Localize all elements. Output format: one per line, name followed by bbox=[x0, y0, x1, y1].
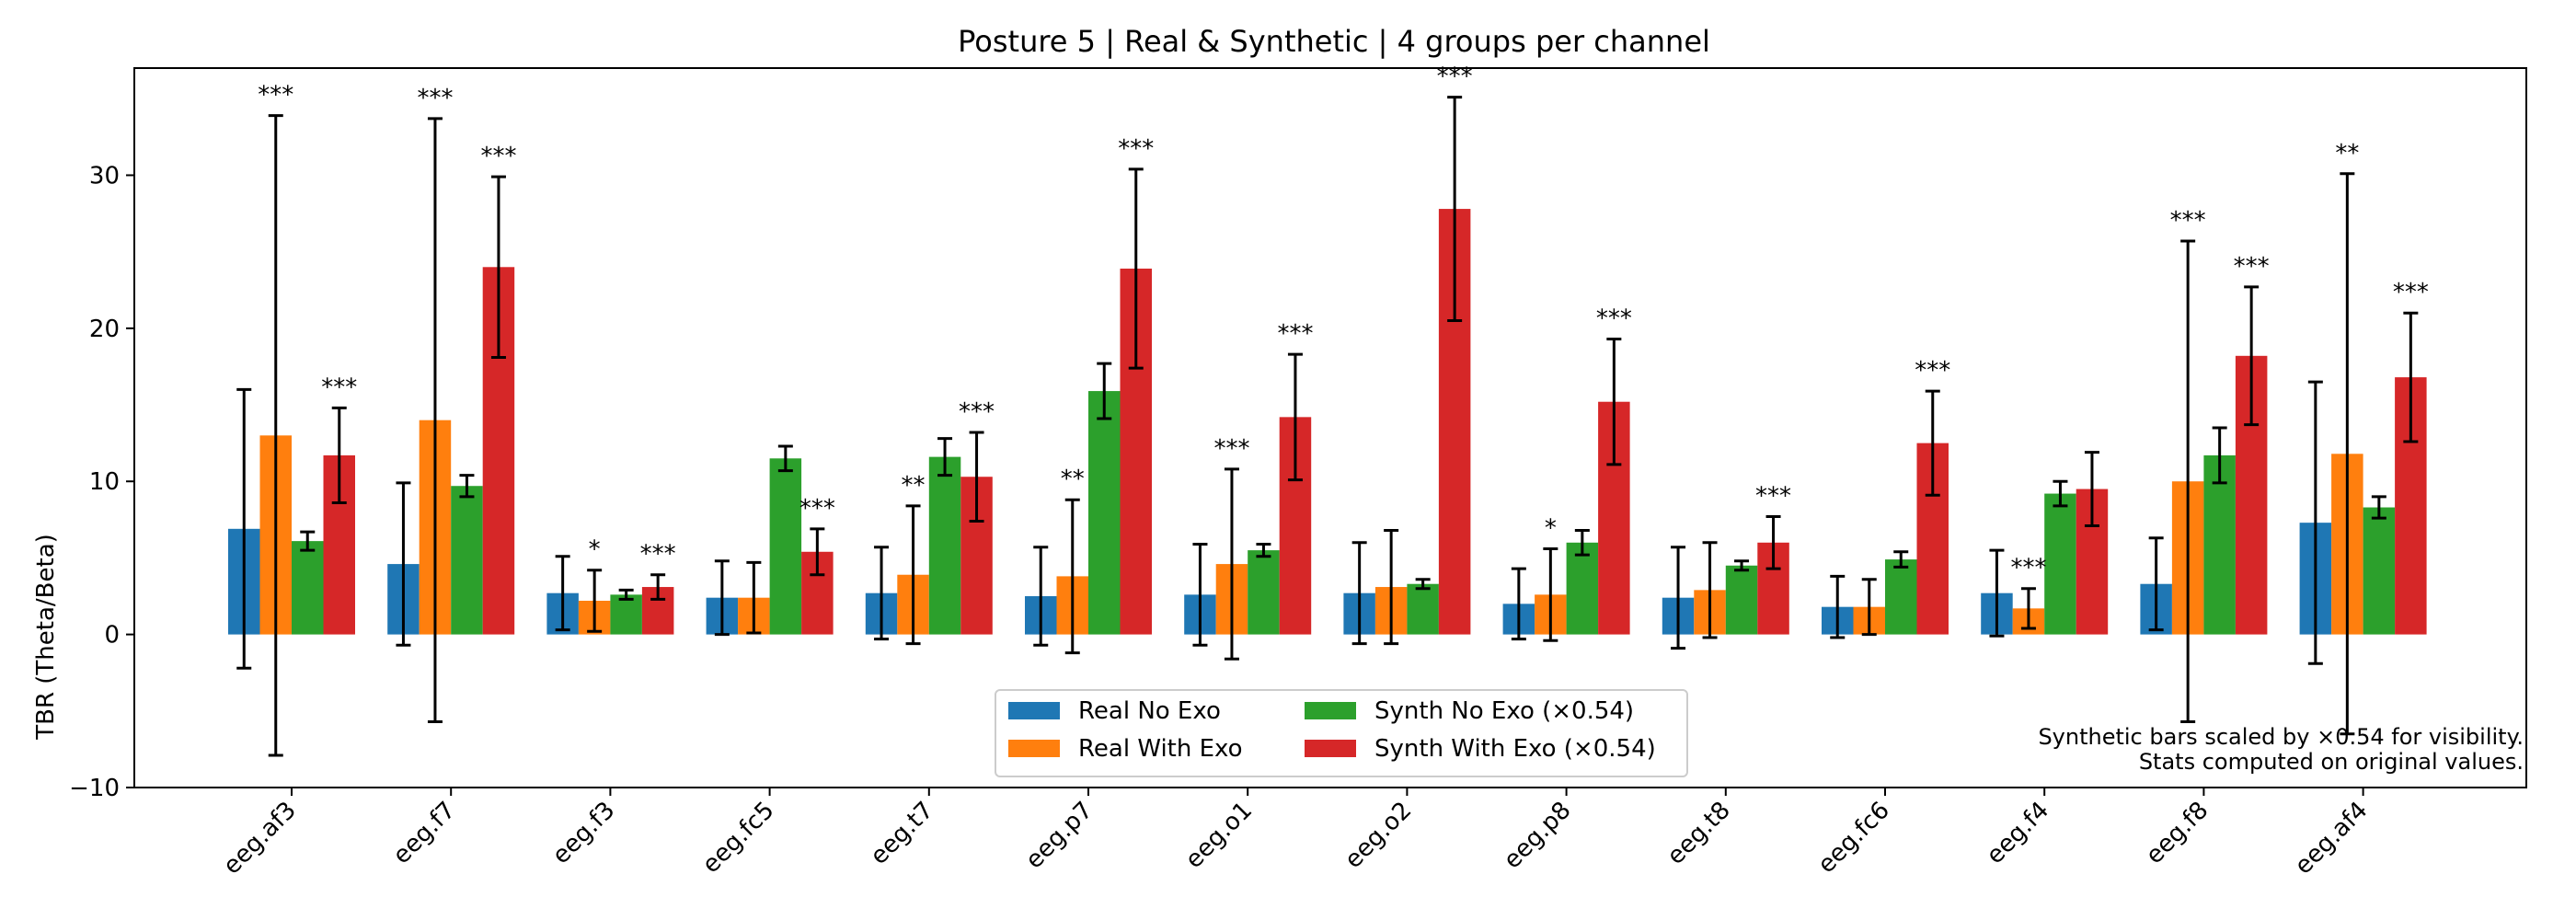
bar bbox=[1088, 391, 1121, 635]
significance-label: ** bbox=[902, 472, 926, 500]
bar bbox=[1725, 565, 1758, 635]
significance-label: *** bbox=[1118, 135, 1154, 163]
significance-label: *** bbox=[2234, 253, 2270, 281]
significance-label: *** bbox=[480, 143, 516, 170]
significance-label: *** bbox=[2393, 279, 2429, 306]
legend-swatch bbox=[1305, 702, 1356, 719]
bar bbox=[2044, 493, 2076, 635]
y-axis-label: TBR (Theta/Beta) bbox=[32, 534, 60, 741]
bar bbox=[292, 541, 324, 635]
bar bbox=[2363, 507, 2396, 635]
significance-label: ** bbox=[2335, 140, 2359, 167]
significance-label: *** bbox=[1213, 435, 1249, 463]
annotation-stats-note: Stats computed on original values. bbox=[2139, 749, 2524, 775]
bar bbox=[451, 486, 483, 635]
significance-label: * bbox=[1545, 514, 1557, 542]
legend-entry-label: Real No Exo bbox=[1078, 697, 1221, 725]
legend-entry-label: Synth No Exo (×0.54) bbox=[1374, 697, 1634, 725]
y-tick-label: 10 bbox=[89, 468, 120, 496]
y-tick-label: 0 bbox=[104, 622, 120, 650]
significance-label: * bbox=[589, 536, 601, 564]
significance-label: *** bbox=[1755, 483, 1791, 511]
chart-title: Posture 5 | Real & Synthetic | 4 groups … bbox=[958, 24, 1710, 59]
significance-label: *** bbox=[2170, 207, 2206, 235]
y-tick-label: 20 bbox=[89, 316, 120, 343]
significance-label: *** bbox=[258, 82, 293, 109]
significance-label: *** bbox=[640, 541, 676, 569]
bar bbox=[1885, 559, 1917, 635]
legend-swatch bbox=[1008, 740, 1060, 757]
y-tick-label: −10 bbox=[69, 775, 120, 802]
error-bars-layer bbox=[236, 96, 2419, 757]
legend-swatch bbox=[1305, 740, 1356, 757]
significance-label: *** bbox=[417, 85, 453, 112]
significance-label: *** bbox=[321, 374, 357, 401]
legend-entry-label: Real With Exo bbox=[1078, 735, 1243, 763]
significance-label: ** bbox=[1061, 466, 1085, 493]
bar bbox=[1407, 583, 1439, 635]
annotation-scaling-note: Synthetic bars scaled by ×0.54 for visib… bbox=[2038, 724, 2524, 750]
significance-label: *** bbox=[959, 398, 995, 426]
legend-entry-label: Synth With Exo (×0.54) bbox=[1374, 735, 1656, 763]
legend-box bbox=[995, 689, 1688, 777]
bar bbox=[1248, 550, 1280, 635]
significance-label: *** bbox=[1596, 305, 1632, 332]
bar bbox=[610, 594, 642, 635]
significance-label: *** bbox=[2010, 555, 2046, 582]
significance-label: *** bbox=[1277, 320, 1313, 348]
plot-frame bbox=[133, 67, 2527, 788]
bar bbox=[928, 456, 961, 635]
legend: Real No Exo Real With Exo Synth No Exo (×0… bbox=[995, 689, 1688, 777]
y-tick-label: 30 bbox=[89, 162, 120, 190]
legend-swatch bbox=[1008, 702, 1060, 719]
significance-label: *** bbox=[799, 495, 835, 523]
bar bbox=[1566, 542, 1599, 635]
significance-label: *** bbox=[1915, 357, 1950, 385]
significance-labels-layer: ************* ***************************… bbox=[258, 63, 2429, 582]
bar bbox=[2203, 454, 2236, 635]
bar bbox=[769, 458, 802, 635]
